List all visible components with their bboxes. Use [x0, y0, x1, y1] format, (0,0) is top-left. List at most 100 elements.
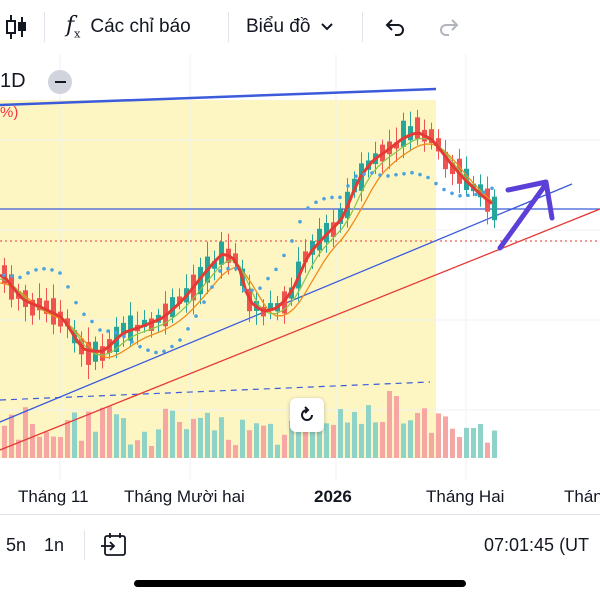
- arrow-drawing[interactable]: [497, 179, 555, 251]
- volume-bar: [254, 423, 259, 458]
- moving-average-fast: [0, 131, 493, 353]
- volume-bar: [2, 425, 7, 458]
- sar-dot: [162, 349, 166, 354]
- sar-dot: [218, 269, 222, 273]
- volume-bar: [478, 424, 483, 458]
- sar-dot: [322, 196, 326, 201]
- volume-bar: [457, 437, 462, 458]
- volume-bar: [310, 421, 315, 458]
- sar-dot: [338, 195, 342, 200]
- volume-bar: [135, 440, 140, 458]
- sar-dot: [98, 328, 102, 332]
- sar-dot: [186, 327, 190, 331]
- volume-bar: [51, 436, 56, 458]
- candle: [492, 189, 497, 229]
- sar-dot: [434, 181, 438, 186]
- chevron-down-icon: [320, 16, 334, 38]
- sar-dot: [18, 275, 22, 280]
- chart-canvas[interactable]: [0, 54, 600, 514]
- volume-bar: [156, 429, 161, 458]
- dashed-channel-line[interactable]: [0, 381, 431, 401]
- volume-bar: [296, 429, 301, 458]
- sar-dot: [282, 253, 286, 258]
- volume-bar: [345, 422, 350, 458]
- sar-dot: [154, 350, 158, 355]
- volume-bar: [198, 417, 203, 458]
- volume-bars: [2, 391, 497, 458]
- volume-bar: [352, 411, 357, 458]
- sar-dot: [482, 190, 486, 194]
- candle: [401, 112, 406, 158]
- candle: [450, 154, 455, 186]
- volume-bar: [415, 412, 420, 458]
- sar-dot: [306, 206, 310, 210]
- volume-bar: [114, 414, 119, 458]
- volume-bar: [436, 413, 441, 458]
- toolbar-divider: [228, 12, 229, 42]
- volume-bar: [142, 431, 147, 458]
- sar-dot: [130, 340, 134, 344]
- volume-bar: [37, 436, 42, 458]
- go-to-date-icon[interactable]: [100, 515, 128, 575]
- x-axis-label: 2026: [314, 487, 352, 506]
- toolbar-divider: [84, 530, 85, 560]
- sar-dot: [170, 344, 174, 349]
- volume-bar: [289, 420, 294, 458]
- interval-5-button[interactable]: 5n: [6, 534, 27, 555]
- volume-bar: [86, 411, 91, 458]
- volume-bar: [401, 423, 406, 458]
- indicators-button[interactable]: fx Các chỉ báo: [66, 0, 191, 54]
- volume-bar: [233, 445, 238, 458]
- sar-dot: [394, 172, 398, 177]
- candle: [177, 288, 182, 310]
- candle: [317, 217, 322, 257]
- candle: [51, 284, 56, 335]
- sar-dot: [234, 266, 238, 271]
- chart-type-dropdown[interactable]: Biểu đồ: [246, 0, 334, 54]
- volume-bar: [324, 423, 329, 458]
- refresh-icon: [301, 406, 313, 421]
- sar-dot: [354, 174, 358, 178]
- volume-bar: [366, 405, 371, 458]
- volume-bar: [338, 409, 343, 458]
- interval-1-button[interactable]: 1n: [44, 534, 65, 555]
- undo-icon[interactable]: [384, 0, 406, 54]
- sar-dot: [26, 271, 30, 275]
- volume-bar: [163, 408, 168, 458]
- sar-dot: [178, 338, 182, 342]
- x-axis-label: Tháng Mười hai: [124, 487, 245, 506]
- volume-bar: [359, 423, 364, 458]
- candle: [128, 302, 133, 348]
- volume-bar: [387, 391, 392, 458]
- volume-bar: [443, 416, 448, 458]
- volume-bar: [121, 418, 126, 458]
- clock-readout[interactable]: 07:01:45 (UT: [484, 534, 590, 555]
- candle: [149, 312, 154, 338]
- toolbar-divider: [44, 12, 45, 42]
- sar-dot: [378, 173, 382, 177]
- sar-dot: [346, 184, 350, 188]
- sar-dot: [106, 329, 110, 333]
- sar-dot: [330, 195, 334, 200]
- sar-dot: [90, 319, 94, 324]
- collapse-button[interactable]: [48, 70, 72, 94]
- sar-dot: [58, 271, 62, 275]
- volume-bar: [485, 442, 490, 458]
- sar-dot: [194, 314, 198, 318]
- sar-dot: [314, 200, 318, 205]
- sar-dot: [386, 174, 390, 178]
- price-chart[interactable]: 1D %) Tháng 11 Tháng Mười hai 2026 Tháng…: [0, 54, 600, 514]
- timeframe-label: 1D: [0, 70, 26, 92]
- sar-dot: [458, 193, 462, 198]
- sar-dot: [10, 274, 14, 278]
- redo-icon[interactable]: [438, 0, 460, 54]
- volume-bar: [184, 429, 189, 458]
- candlestick-icon[interactable]: [4, 0, 28, 54]
- x-axis-label: Tháng 11: [18, 487, 89, 506]
- upper-trendline[interactable]: [0, 87, 437, 107]
- candle: [233, 243, 238, 272]
- indicators-label: Các chỉ báo: [90, 16, 191, 37]
- volume-bar: [380, 422, 385, 458]
- reset-chart-button[interactable]: [290, 398, 324, 432]
- home-indicator: [134, 580, 466, 587]
